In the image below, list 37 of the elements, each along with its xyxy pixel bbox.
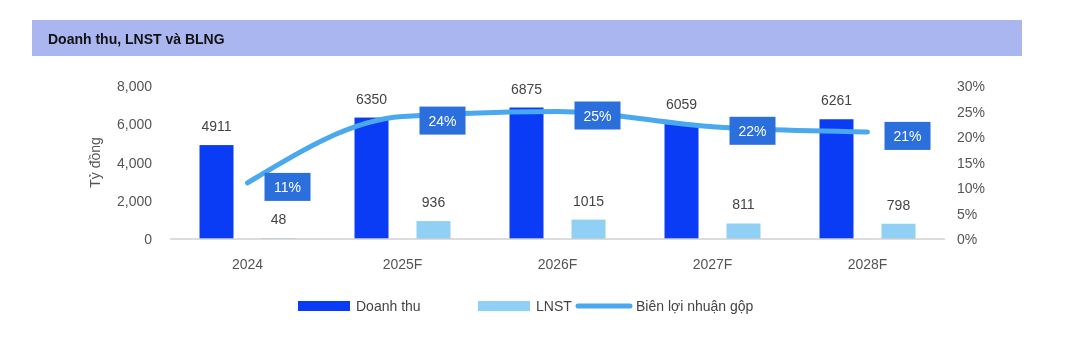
legend-label: Biên lợi nhuận gộp <box>636 298 754 314</box>
y-tick-label: 0 <box>144 231 153 247</box>
y2-tick-label: 0% <box>957 231 978 247</box>
data-label: 798 <box>886 196 911 213</box>
x-tick-label: 2025F <box>382 256 423 272</box>
y-tick-label: 8,000 <box>116 78 153 94</box>
legend-label: Doanh thu <box>356 298 421 314</box>
legend-label: LNST <box>536 298 573 314</box>
data-label: 21% <box>893 127 922 144</box>
data-label: 6261 <box>820 92 853 109</box>
y-tick-label: 4,000 <box>116 154 153 171</box>
x-tick-label: 2028F <box>847 256 888 272</box>
data-label: 11% <box>274 178 301 195</box>
data-label: 4911 <box>201 118 232 135</box>
data-label: 25% <box>583 107 612 124</box>
data-label: 936 <box>421 194 446 211</box>
data-label: 48 <box>270 211 287 228</box>
y-tick-label: 2,000 <box>116 192 153 209</box>
y2-tick-label: 30% <box>957 78 986 94</box>
data-label: 1015 <box>572 192 605 209</box>
y2-tick-label: 5% <box>957 205 978 222</box>
y2-tick-label: 25% <box>957 103 986 120</box>
data-label: 6350 <box>355 90 388 107</box>
data-label: 24% <box>428 112 457 129</box>
y2-tick-label: 10% <box>957 180 986 196</box>
data-label: 6875 <box>510 80 543 97</box>
x-tick-label: 2026F <box>537 256 578 272</box>
data-label: 811 <box>732 196 755 213</box>
x-tick-label: 2024 <box>231 256 264 272</box>
y2-tick-label: 15% <box>957 154 986 171</box>
chart-title: Doanh thu, LNST và BLNG <box>48 31 225 47</box>
data-label: 6059 <box>665 96 698 113</box>
data-label: 22% <box>738 122 767 139</box>
y-axis-title: Tỷ đồng <box>87 137 103 188</box>
x-tick-label: 2027F <box>692 256 733 272</box>
y2-tick-label: 20% <box>957 129 986 145</box>
y-tick-label: 6,000 <box>116 116 153 133</box>
